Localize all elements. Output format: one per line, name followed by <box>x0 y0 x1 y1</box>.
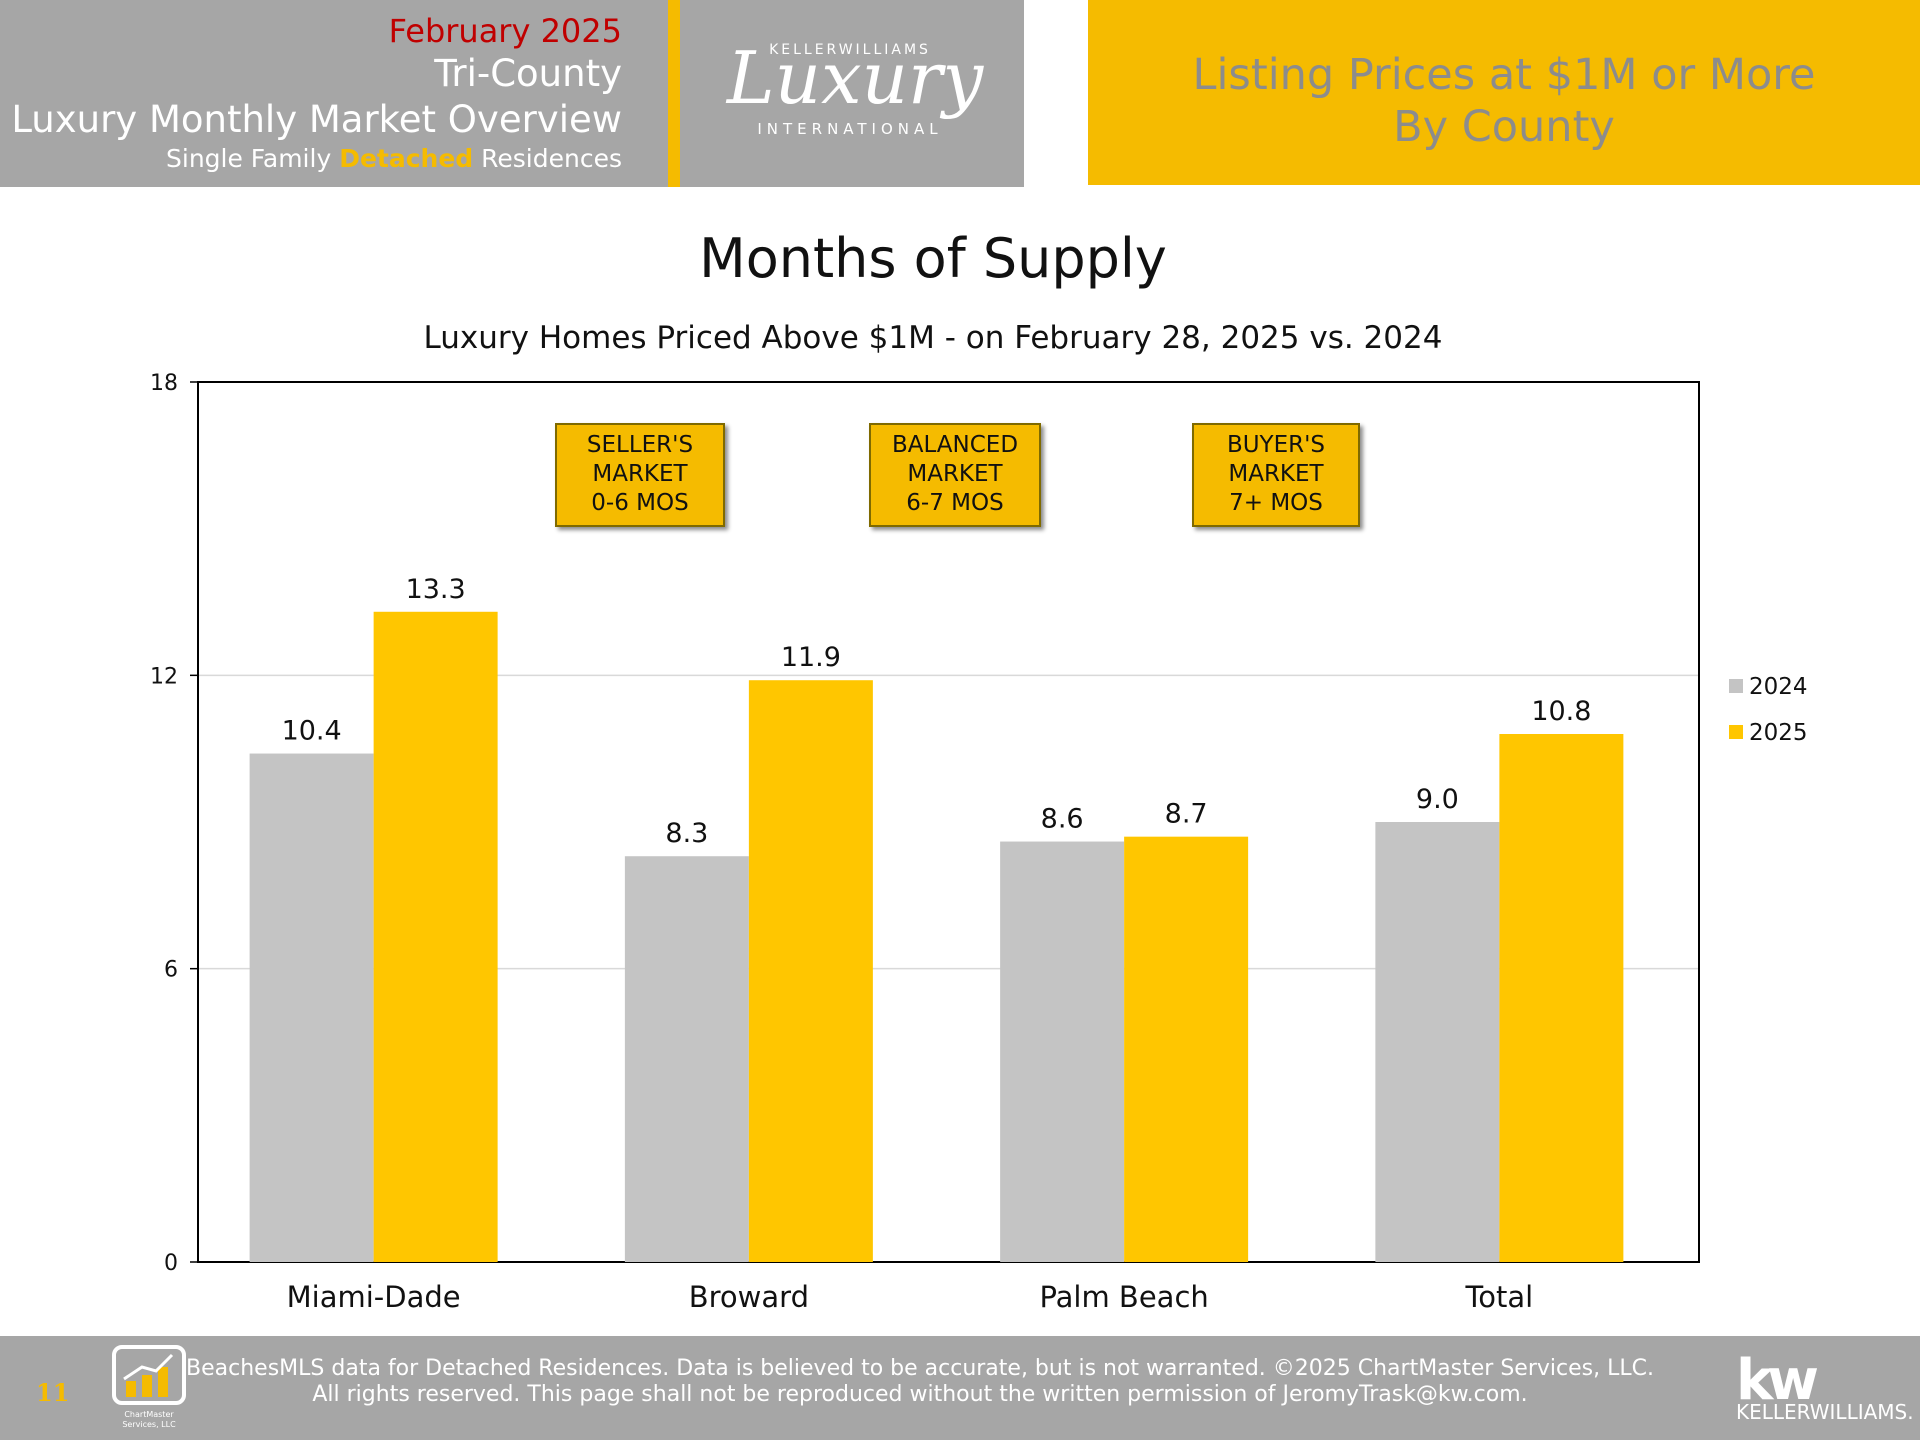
y-tick-label: 12 <box>150 664 178 689</box>
section-heading-line1: Listing Prices at $1M or More <box>1192 50 1816 100</box>
x-category-label: Broward <box>689 1280 809 1314</box>
marker-line: 0-6 MOS <box>591 490 689 516</box>
data-label: 10.4 <box>282 716 342 747</box>
legend-swatch-2024 <box>1729 679 1743 693</box>
marker-line: 7+ MOS <box>1229 490 1323 516</box>
legend-label: 2025 <box>1749 720 1808 746</box>
legend-label: 2024 <box>1749 674 1808 700</box>
logo-panel <box>680 0 1024 187</box>
x-category-label: Miami-Dade <box>287 1280 461 1314</box>
data-label: 10.8 <box>1531 696 1591 727</box>
x-category-label: Palm Beach <box>1039 1280 1208 1314</box>
svg-text:Services, LLC: Services, LLC <box>122 1420 176 1429</box>
bar-2024 <box>1000 841 1125 1262</box>
kw-logo-text: KELLERWILLIAMS. <box>1736 1400 1914 1424</box>
bar-2024 <box>249 753 374 1262</box>
logo-international-text: INTERNATIONAL <box>757 120 943 138</box>
marker-line: MARKET <box>1228 461 1324 487</box>
footer-bar <box>0 1336 1920 1440</box>
header-left-panel <box>0 0 668 187</box>
bar-2025 <box>1124 836 1249 1262</box>
logo-brand-text: KELLERWILLIAMS <box>769 42 931 58</box>
data-label: 9.0 <box>1416 784 1459 815</box>
footer-disclaimer-line1: BeachesMLS data for Detached Residences.… <box>186 1356 1654 1381</box>
marker-line: MARKET <box>592 461 688 487</box>
marker-line: SELLER'S <box>586 432 694 458</box>
subtitle-post: Residences <box>473 144 622 173</box>
y-tick-label: 18 <box>150 371 178 396</box>
logo-luxury-script: Luxury <box>726 36 984 120</box>
chart-title: Months of Supply <box>699 227 1167 290</box>
marker-line: MARKET <box>907 461 1003 487</box>
kw-logo-mark: kw <box>1736 1348 1819 1413</box>
legend-swatch-2025 <box>1729 725 1743 739</box>
y-tick-label: 0 <box>164 1251 178 1276</box>
report-region: Tri-County <box>434 52 622 95</box>
bar-2024 <box>1375 822 1500 1262</box>
section-heading-line2: By County <box>1393 102 1615 152</box>
x-category-label: Total <box>1465 1280 1534 1314</box>
chartmaster-logo: ChartMaster Services, LLC <box>112 1345 186 1429</box>
seller-market-marker: SELLER'S MARKET 0-6 MOS <box>555 423 725 527</box>
footer-disclaimer-line2: All rights reserved. This page shall not… <box>312 1382 1528 1407</box>
subtitle-pre: Single Family <box>166 144 340 173</box>
plot-area-border <box>197 381 1700 1263</box>
marker-line: BUYER'S <box>1226 432 1326 458</box>
marker-line: 6-7 MOS <box>906 490 1004 516</box>
buyer-market-marker: BUYER'S MARKET 7+ MOS <box>1192 423 1360 527</box>
bar-2024 <box>624 856 749 1262</box>
marker-line: BALANCED <box>891 432 1019 458</box>
subtitle-highlight: Detached <box>339 144 474 173</box>
data-label: 11.9 <box>781 642 841 673</box>
report-month: February 2025 <box>388 12 622 50</box>
data-label: 8.7 <box>1165 799 1208 830</box>
data-label: 8.3 <box>665 818 708 849</box>
balanced-market-marker: BALANCED MARKET 6-7 MOS <box>869 423 1041 527</box>
bar-2025 <box>748 680 873 1262</box>
page-number: 11 <box>36 1378 70 1407</box>
data-label: 13.3 <box>406 574 466 605</box>
bar-2025 <box>373 611 498 1262</box>
report-subtitle: Single Family Detached Residences <box>166 144 622 173</box>
header-right-panel <box>1088 0 1920 185</box>
svg-text:ChartMaster: ChartMaster <box>124 1410 174 1419</box>
chart-subtitle: Luxury Homes Priced Above $1M - on Febru… <box>423 320 1443 356</box>
bar-2025 <box>1499 734 1624 1262</box>
report-title: Luxury Monthly Market Overview <box>11 98 622 141</box>
header-accent-stripe <box>668 0 680 187</box>
y-tick-label: 6 <box>164 958 178 983</box>
data-label: 8.6 <box>1041 804 1084 835</box>
